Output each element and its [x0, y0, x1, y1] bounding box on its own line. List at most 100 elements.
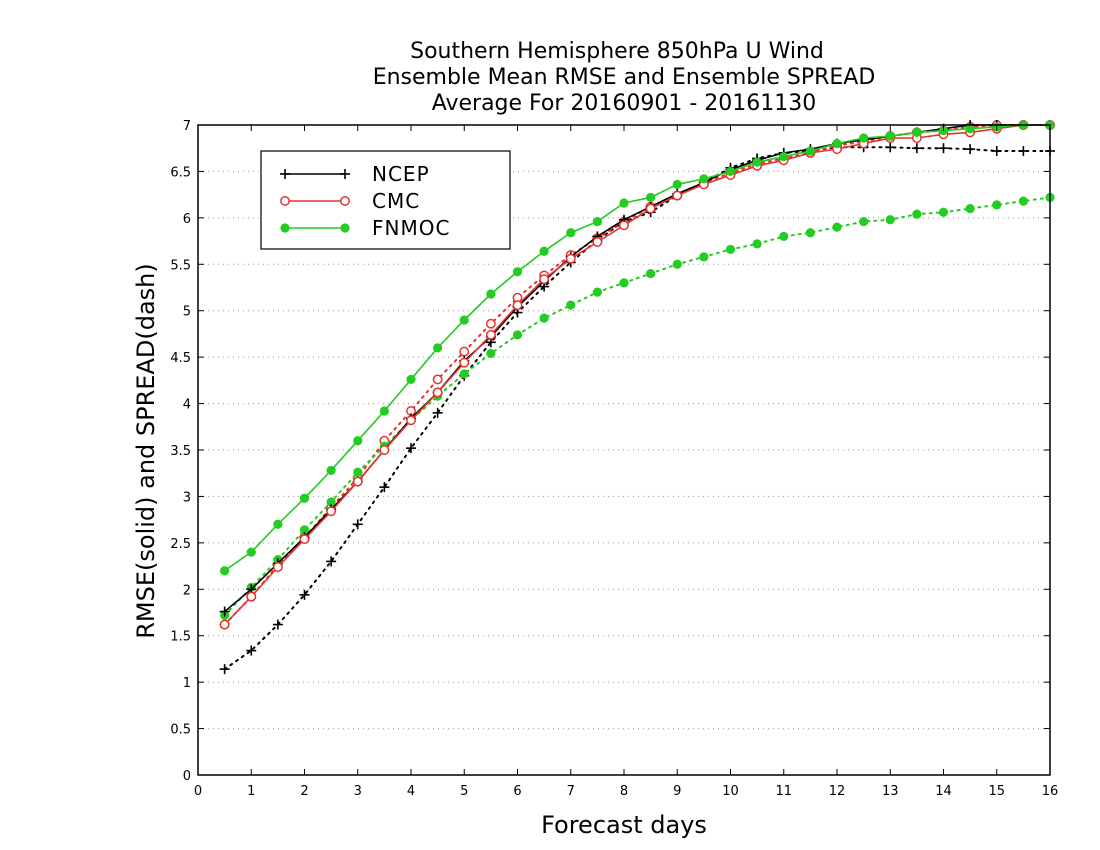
- data-point: [539, 274, 550, 285]
- data-point: [672, 190, 683, 201]
- y-tick-label: 2.5: [170, 537, 191, 552]
- x-tick-label: 0: [194, 784, 202, 799]
- data-point: [326, 465, 336, 476]
- data-point: [340, 169, 350, 179]
- data-point: [672, 259, 682, 269]
- data-point: [272, 619, 283, 630]
- data-point: [672, 179, 682, 190]
- data-point: [938, 207, 949, 217]
- data-point: [859, 133, 869, 143]
- data-point: [912, 209, 922, 219]
- y-tick-label: 5.5: [170, 258, 191, 273]
- data-point: [219, 664, 230, 675]
- data-point: [832, 222, 842, 232]
- data-point: [859, 216, 869, 227]
- data-point: [565, 253, 576, 264]
- data-point: [912, 127, 922, 138]
- data-point: [512, 330, 523, 340]
- title-line-2: Ensemble Mean RMSE and Ensemble SPREAD: [373, 65, 876, 90]
- data-point: [512, 267, 523, 277]
- x-tick-label: 11: [775, 784, 792, 799]
- data-point: [566, 228, 576, 238]
- legend-entry-fnmoc: FNMOC: [280, 216, 449, 240]
- data-point: [379, 406, 389, 416]
- data-point: [699, 174, 709, 184]
- data-point: [645, 203, 656, 214]
- axis-ticks: 0 1 2 3 4 5 6 7 8 9 10 11 12 13 14 15 1600.511.522.533.5…: [170, 119, 1058, 799]
- y-tick-label: 1: [183, 676, 191, 691]
- data-point: [272, 562, 283, 572]
- data-point: [485, 318, 496, 329]
- data-point: [299, 589, 310, 600]
- data-point: [340, 223, 350, 233]
- data-point: [326, 556, 337, 567]
- data-point: [699, 252, 709, 262]
- data-point: [592, 237, 603, 247]
- y-tick-label: 4.5: [170, 351, 191, 366]
- data-point: [299, 525, 310, 535]
- data-point: [353, 467, 363, 477]
- data-point: [486, 348, 496, 359]
- legend-label: NCEP: [372, 162, 430, 186]
- data-point: [539, 246, 549, 256]
- x-tick-label: 3: [354, 784, 362, 799]
- x-tick-label: 10: [722, 784, 739, 799]
- fnmoc-spread-series: [220, 192, 1055, 620]
- data-point: [280, 223, 290, 233]
- y-tick-label: 7: [183, 119, 191, 134]
- data-point: [299, 493, 310, 503]
- data-point: [965, 144, 976, 155]
- data-point: [246, 547, 256, 557]
- data-point: [646, 192, 656, 203]
- chart-title: Southern Hemisphere 850hPa U Wind Ensemb…: [373, 39, 876, 116]
- y-axis-label: RMSE(solid) and SPREAD(dash): [132, 263, 160, 639]
- data-point: [326, 497, 336, 507]
- data-point: [219, 606, 230, 617]
- data-point: [379, 482, 390, 493]
- data-point: [326, 506, 337, 517]
- data-point: [1018, 196, 1028, 206]
- data-point: [353, 436, 363, 446]
- data-point: [379, 445, 390, 455]
- data-point: [991, 146, 1002, 156]
- data-point: [273, 519, 283, 529]
- data-point: [592, 287, 602, 297]
- data-point: [219, 619, 230, 630]
- y-tick-label: 5: [183, 305, 191, 320]
- data-point: [246, 591, 257, 602]
- y-tick-label: 6: [183, 212, 191, 227]
- data-point: [352, 519, 363, 530]
- data-point: [485, 329, 496, 340]
- y-tick-label: 3.5: [170, 444, 191, 459]
- data-point: [566, 300, 576, 310]
- data-point: [752, 157, 762, 167]
- grid: [198, 170, 1050, 730]
- data-point: [646, 268, 656, 279]
- data-point: [725, 244, 736, 255]
- title-line-3: Average For 20160901 - 20161130: [432, 91, 817, 116]
- x-tick-label: 5: [460, 784, 468, 799]
- data-point: [832, 138, 842, 149]
- fnmoc-rmse-series: [220, 120, 1055, 576]
- data-point: [220, 566, 230, 576]
- x-tick-label: 12: [829, 784, 846, 799]
- data-point: [280, 169, 290, 179]
- data-point: [805, 146, 815, 156]
- y-tick-label: 0.5: [170, 723, 191, 738]
- data-point: [965, 124, 975, 134]
- data-point: [619, 198, 629, 208]
- legend: NCEP CMC FNMOC: [260, 150, 511, 250]
- data-point: [246, 645, 257, 656]
- data-point: [406, 415, 416, 426]
- data-point: [459, 357, 470, 368]
- data-point: [911, 143, 922, 154]
- data-point: [725, 166, 736, 177]
- data-point: [340, 196, 350, 206]
- x-axis-label: Forecast days: [541, 811, 707, 839]
- legend-entry-ncep: NCEP: [280, 162, 430, 186]
- data-point: [280, 196, 290, 206]
- data-point: [965, 203, 975, 214]
- data-point: [779, 151, 789, 162]
- x-tick-label: 2: [300, 784, 308, 799]
